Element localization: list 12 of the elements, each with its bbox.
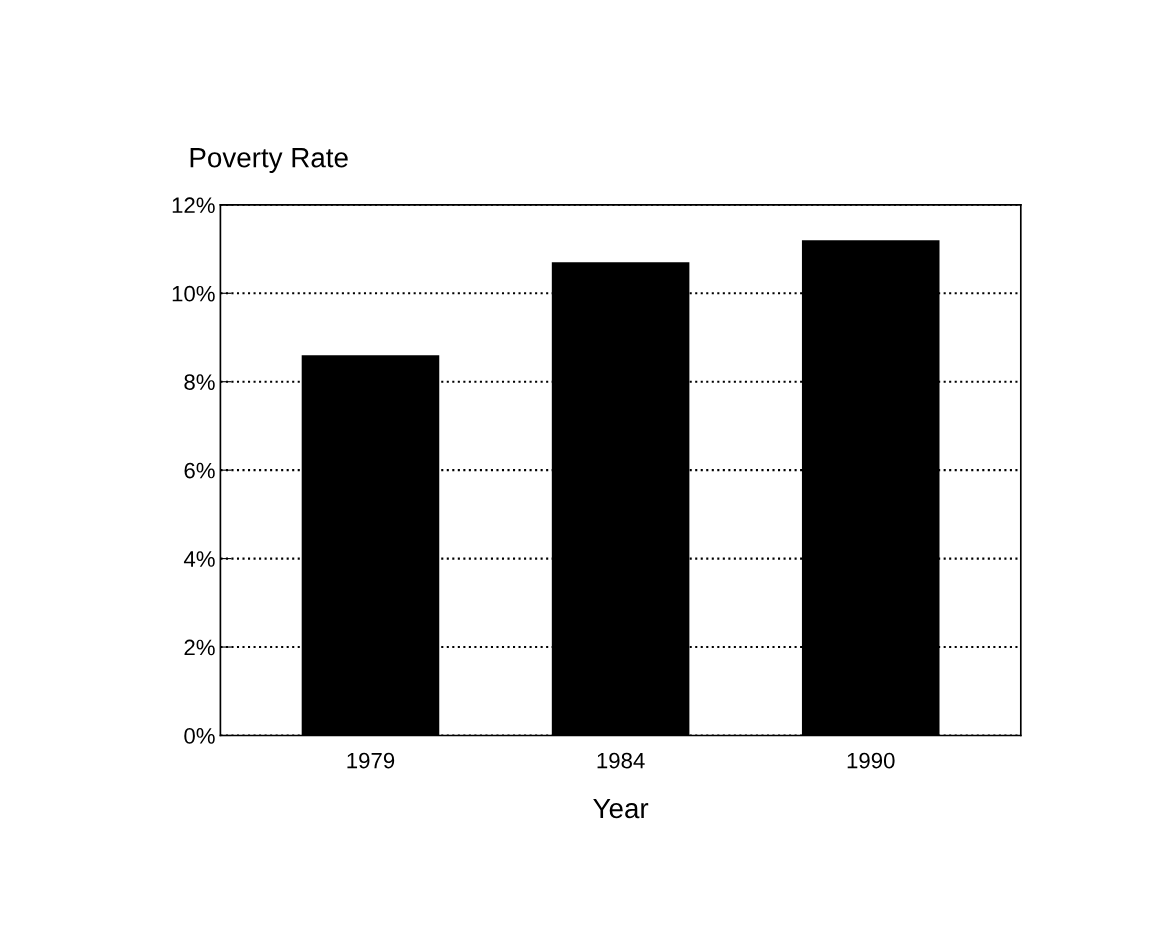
y-tick-label: 6% [184,462,215,479]
x-tick-label: 1979 [347,752,395,769]
y-tick-label: 0% [184,728,215,744]
y-tick-label: 8% [184,374,215,390]
y-tick-label: 12% [172,197,215,213]
y-tick-label: 4% [183,551,215,567]
x-axis-title: Year [593,798,649,819]
y-axis-title: Poverty Rate [190,148,348,173]
y-tick-label: 10% [172,285,215,302]
x-tick-label: 1984 [597,752,645,769]
y-tick-label: 2% [184,639,215,656]
x-tick-label: 1990 [847,752,895,769]
